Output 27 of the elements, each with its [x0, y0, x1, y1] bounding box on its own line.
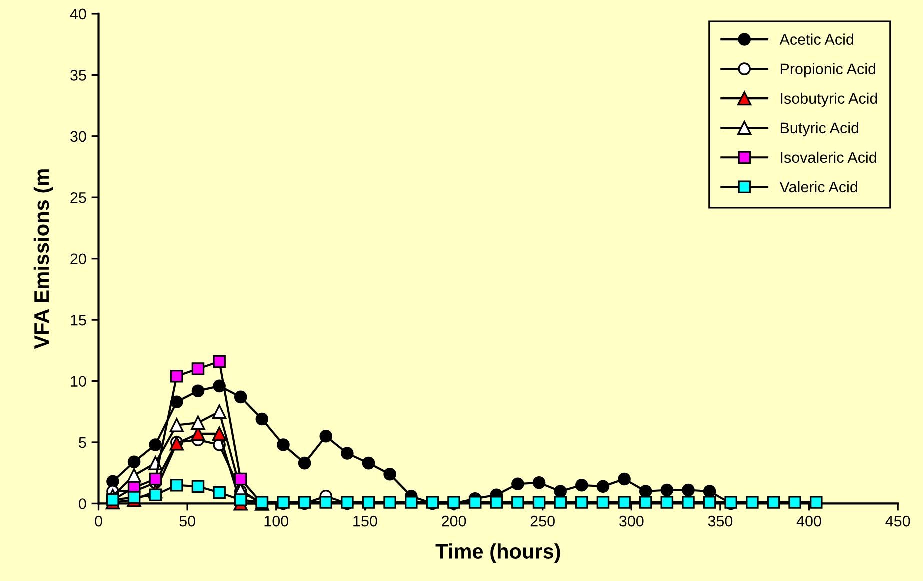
legend-label: Isobutyric Acid — [781, 92, 878, 108]
x-tick-label: 150 — [354, 516, 378, 527]
x-tick-label: 350 — [708, 516, 733, 527]
y-axis-title: VFA Emissions (m — [34, 170, 54, 350]
legend-label: Acetic Acid — [780, 34, 854, 46]
y-tick-label: 5 — [79, 438, 86, 448]
x-axis-title: Time (hours) — [436, 544, 560, 564]
y-tick-label: 15 — [71, 315, 86, 326]
x-tick-label: 300 — [619, 516, 644, 527]
legend-label: Propionic Acid — [780, 63, 876, 78]
y-tick-label: 30 — [70, 131, 86, 142]
y-tick-label: 40 — [70, 8, 86, 20]
y-tick-label: 35 — [70, 70, 86, 81]
legend-label: Valeric Acid — [780, 181, 858, 193]
y-tick-label: 10 — [71, 376, 86, 387]
x-tick-label: 50 — [180, 516, 196, 527]
x-tick-label: 400 — [796, 516, 822, 527]
x-tick-label: 100 — [264, 516, 289, 527]
legend-label: Isovaleric Acid — [781, 152, 876, 164]
y-tick-label: 25 — [70, 192, 86, 204]
x-tick-label: 200 — [442, 516, 466, 527]
x-tick-label: 250 — [530, 516, 555, 527]
y-tick-label: 20 — [70, 254, 86, 265]
x-tick-label: 450 — [886, 516, 910, 527]
y-tick-label: 0 — [79, 498, 86, 510]
legend-label: Butyric Acid — [780, 122, 859, 137]
x-tick-label: 0 — [95, 516, 102, 527]
